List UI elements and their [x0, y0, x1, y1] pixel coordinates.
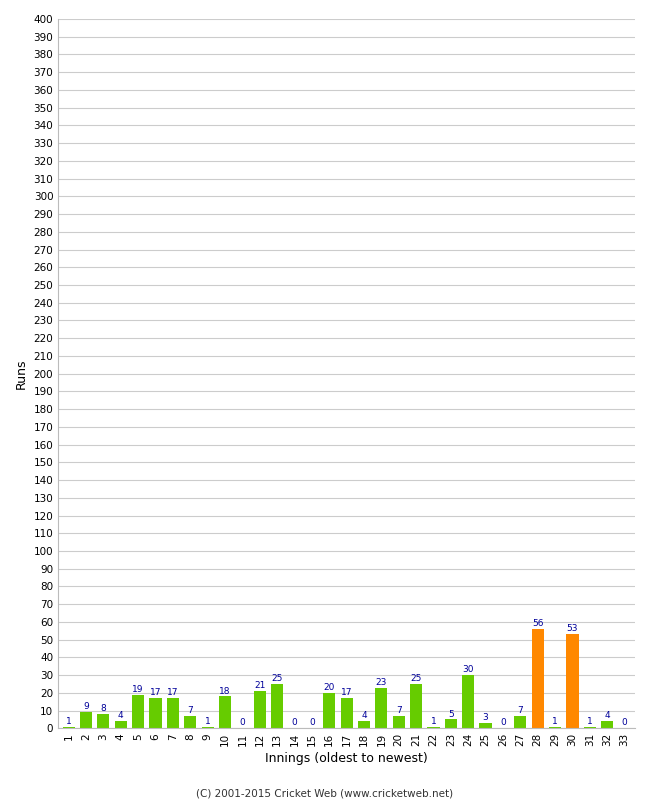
Text: 17: 17 [150, 688, 161, 698]
Bar [271, 684, 283, 728]
Y-axis label: Runs: Runs [15, 358, 28, 389]
Bar [462, 675, 474, 728]
Text: 1: 1 [587, 717, 593, 726]
Text: 1: 1 [552, 717, 558, 726]
Bar [375, 687, 387, 728]
Text: 7: 7 [517, 706, 523, 715]
Text: 7: 7 [396, 706, 402, 715]
Bar [80, 712, 92, 728]
Text: 19: 19 [133, 685, 144, 694]
Bar [98, 714, 109, 728]
Text: 1: 1 [205, 717, 211, 726]
Text: 0: 0 [292, 718, 297, 727]
Bar [150, 698, 162, 728]
X-axis label: Innings (oldest to newest): Innings (oldest to newest) [265, 752, 428, 765]
Bar [532, 629, 544, 728]
Text: 53: 53 [567, 625, 578, 634]
Text: 0: 0 [621, 718, 627, 727]
Text: 30: 30 [462, 666, 474, 674]
Bar [254, 691, 266, 728]
Bar [202, 726, 214, 728]
Bar [427, 726, 439, 728]
Text: 25: 25 [410, 674, 422, 683]
Bar [445, 719, 457, 728]
Bar [601, 722, 614, 728]
Bar [514, 716, 526, 728]
Bar [549, 726, 561, 728]
Text: 8: 8 [101, 704, 106, 714]
Text: 18: 18 [219, 686, 231, 695]
Text: 1: 1 [66, 717, 72, 726]
Text: 23: 23 [376, 678, 387, 686]
Bar [184, 716, 196, 728]
Text: 21: 21 [254, 682, 265, 690]
Text: 20: 20 [324, 683, 335, 692]
Text: 0: 0 [239, 718, 245, 727]
Bar [584, 726, 596, 728]
Text: 1: 1 [430, 717, 436, 726]
Bar [480, 723, 491, 728]
Text: 17: 17 [167, 688, 179, 698]
Text: 25: 25 [272, 674, 283, 683]
Text: 0: 0 [309, 718, 315, 727]
Text: 4: 4 [361, 711, 367, 720]
Bar [393, 716, 405, 728]
Bar [358, 722, 370, 728]
Text: (C) 2001-2015 Cricket Web (www.cricketweb.net): (C) 2001-2015 Cricket Web (www.cricketwe… [196, 788, 454, 798]
Bar [341, 698, 353, 728]
Bar [323, 693, 335, 728]
Text: 9: 9 [83, 702, 89, 711]
Text: 7: 7 [187, 706, 193, 715]
Bar [219, 697, 231, 728]
Bar [167, 698, 179, 728]
Text: 4: 4 [118, 711, 124, 720]
Bar [62, 726, 75, 728]
Text: 5: 5 [448, 710, 454, 718]
Bar [132, 694, 144, 728]
Bar [410, 684, 422, 728]
Text: 4: 4 [604, 711, 610, 720]
Text: 56: 56 [532, 619, 543, 628]
Text: 0: 0 [500, 718, 506, 727]
Bar [566, 634, 578, 728]
Bar [114, 722, 127, 728]
Text: 17: 17 [341, 688, 352, 698]
Text: 3: 3 [483, 713, 488, 722]
